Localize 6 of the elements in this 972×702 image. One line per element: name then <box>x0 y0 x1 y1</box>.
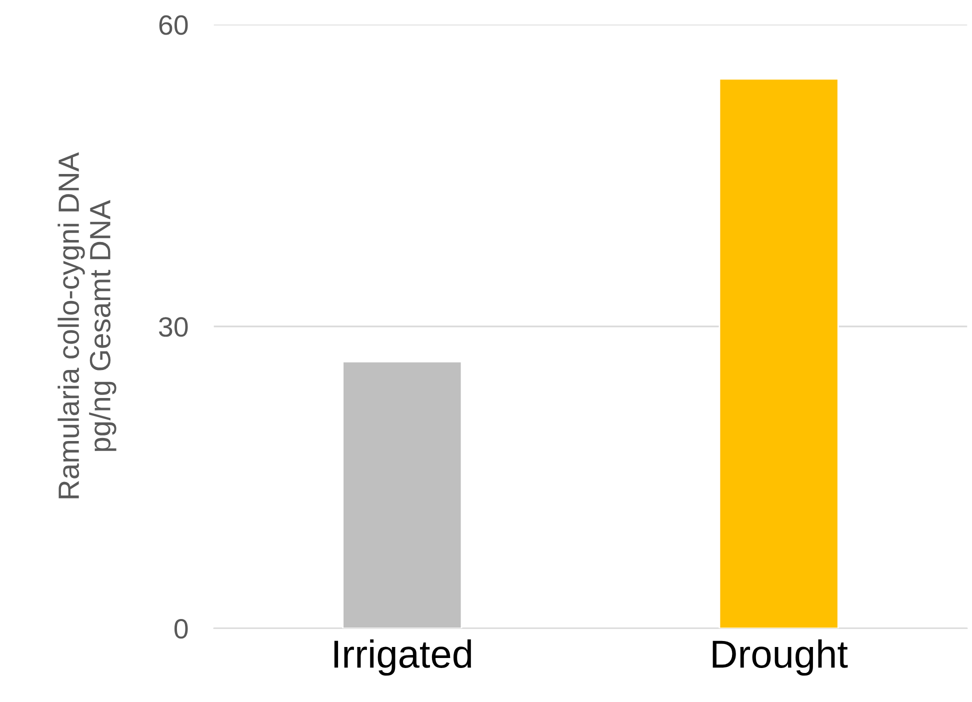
y-tick-label: 0 <box>174 618 188 639</box>
y-axis-title: Ramularia collo-cygni DNA pg/ng Gesamt DNA <box>58 152 116 498</box>
x-tick-label: Irrigated <box>334 639 471 676</box>
x-tick-label: Drought <box>712 639 848 676</box>
y-tick-label: 30 <box>159 317 188 337</box>
y-tick-label: 60 <box>159 15 188 35</box>
